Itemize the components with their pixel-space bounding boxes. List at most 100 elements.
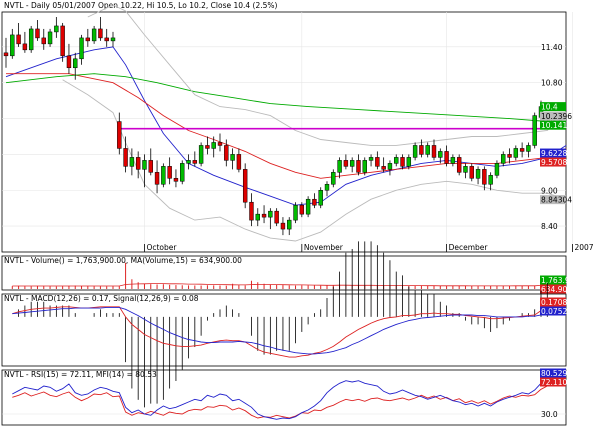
candle-body [180, 163, 185, 182]
candle-body [337, 160, 342, 173]
price-y-tick-label: 11.40 [541, 43, 563, 52]
candle-body [60, 25, 65, 57]
price-tag-box [540, 157, 566, 167]
price-panel-frame [1, 11, 567, 253]
volume-tag-label: 1,763.90 [541, 276, 575, 285]
candle-body [274, 210, 279, 224]
rsi-panel-frame [1, 369, 567, 426]
candle-body [41, 37, 46, 45]
volume-panel: NVTL - Volume() = 1,763,900.00, MA(Volum… [1, 255, 575, 294]
candle-body [305, 198, 311, 215]
rsi-line [12, 385, 548, 419]
candle-body [513, 148, 519, 158]
candle-body [456, 157, 462, 173]
macd-line [12, 305, 548, 358]
candle-body [526, 145, 531, 152]
candle-body [211, 142, 216, 149]
candle-body [375, 157, 380, 167]
candle-body [142, 160, 147, 170]
price-overlays [5, 4, 567, 242]
candle-body [324, 184, 330, 191]
candle-body [79, 37, 84, 60]
candle-body [161, 166, 166, 185]
price-overlay-line [6, 73, 567, 179]
candle-body [192, 160, 198, 164]
rsi-tag-box [540, 368, 566, 378]
candle-body [117, 121, 122, 149]
price-y-tick-label: 8.40 [541, 222, 558, 231]
candle-body [387, 163, 393, 170]
price-tag-label: 10.141 [541, 121, 567, 130]
price-overlay-line [5, 73, 567, 122]
candle-body [463, 166, 468, 173]
candle-body [343, 160, 349, 167]
candle-body [368, 157, 374, 161]
price-x-tick-label: December [449, 243, 489, 252]
macd-tag-box [540, 297, 566, 307]
candle-body [205, 145, 210, 149]
candle-body [217, 142, 223, 146]
candle-body [98, 28, 103, 39]
candle-body [381, 166, 386, 170]
candle-body [224, 145, 229, 161]
candle-body [3, 52, 9, 57]
candle-body [198, 145, 204, 164]
macd-panel-frame [1, 293, 567, 367]
candle-body [104, 37, 109, 42]
candle-body [356, 160, 361, 173]
price-tag-label: 8.84304 [541, 195, 572, 204]
candle-body [249, 201, 254, 221]
rsi-y-tick-label: 30.0 [541, 410, 558, 419]
candle-body [425, 145, 430, 155]
rsi-tag-label: 72.1103 [541, 378, 572, 387]
candle-body [148, 160, 153, 173]
candle-body [349, 160, 355, 167]
candle-body [438, 151, 443, 158]
candle-body [173, 178, 179, 182]
rsi-plot [2, 379, 566, 420]
price-tag-label: 9.57088 [541, 158, 572, 167]
price-y-tick-label: 10.80 [541, 79, 563, 88]
price-panel-title: NVTL - Daily 05/01/2007 Open 10.22, Hi 1… [4, 1, 278, 10]
candle-body [47, 31, 53, 45]
candle-body [394, 157, 399, 164]
candle-body [406, 157, 412, 167]
price-x-tick-label: November [304, 243, 344, 252]
candle-body [280, 222, 286, 230]
candle-body [123, 148, 128, 167]
rsi-y-axis: 30.0 [541, 410, 558, 419]
candle-body [154, 172, 160, 185]
price-tag-box [540, 120, 566, 130]
price-tag-label: 10.2396 [541, 112, 572, 121]
rsi-tag-label: 80.5295 [541, 369, 572, 378]
price-x-axis: October November December 2007 [144, 243, 594, 252]
candle-body [469, 166, 474, 179]
candle-body [66, 55, 72, 69]
candle-body [293, 204, 298, 221]
macd-tag-box [540, 306, 566, 316]
candle-body [475, 169, 481, 179]
candle-body [431, 145, 437, 158]
volume-panel-frame [1, 255, 567, 291]
candle-body [167, 166, 172, 179]
candle-body [73, 58, 78, 69]
candle-body [331, 172, 336, 185]
candle-body [488, 175, 493, 185]
candle-body [135, 157, 141, 170]
candle-body [318, 190, 323, 206]
candle-body [299, 204, 305, 215]
volume-tag-label: 634.90 [541, 285, 567, 294]
volume-ma-line [12, 283, 548, 287]
candle-body [91, 28, 97, 42]
candle-body [16, 34, 21, 45]
candle-body [35, 28, 40, 39]
candle-body [312, 198, 317, 206]
price-tag-box [540, 195, 566, 205]
candle-body [242, 169, 248, 203]
rsi-panel: NVTL - RSI(15) = 72.11, MFI(14) = 80.53 … [1, 368, 572, 426]
macd-panel-title: NVTL - MACD(12,26) = 0.17, Signal(12,26,… [4, 294, 199, 303]
